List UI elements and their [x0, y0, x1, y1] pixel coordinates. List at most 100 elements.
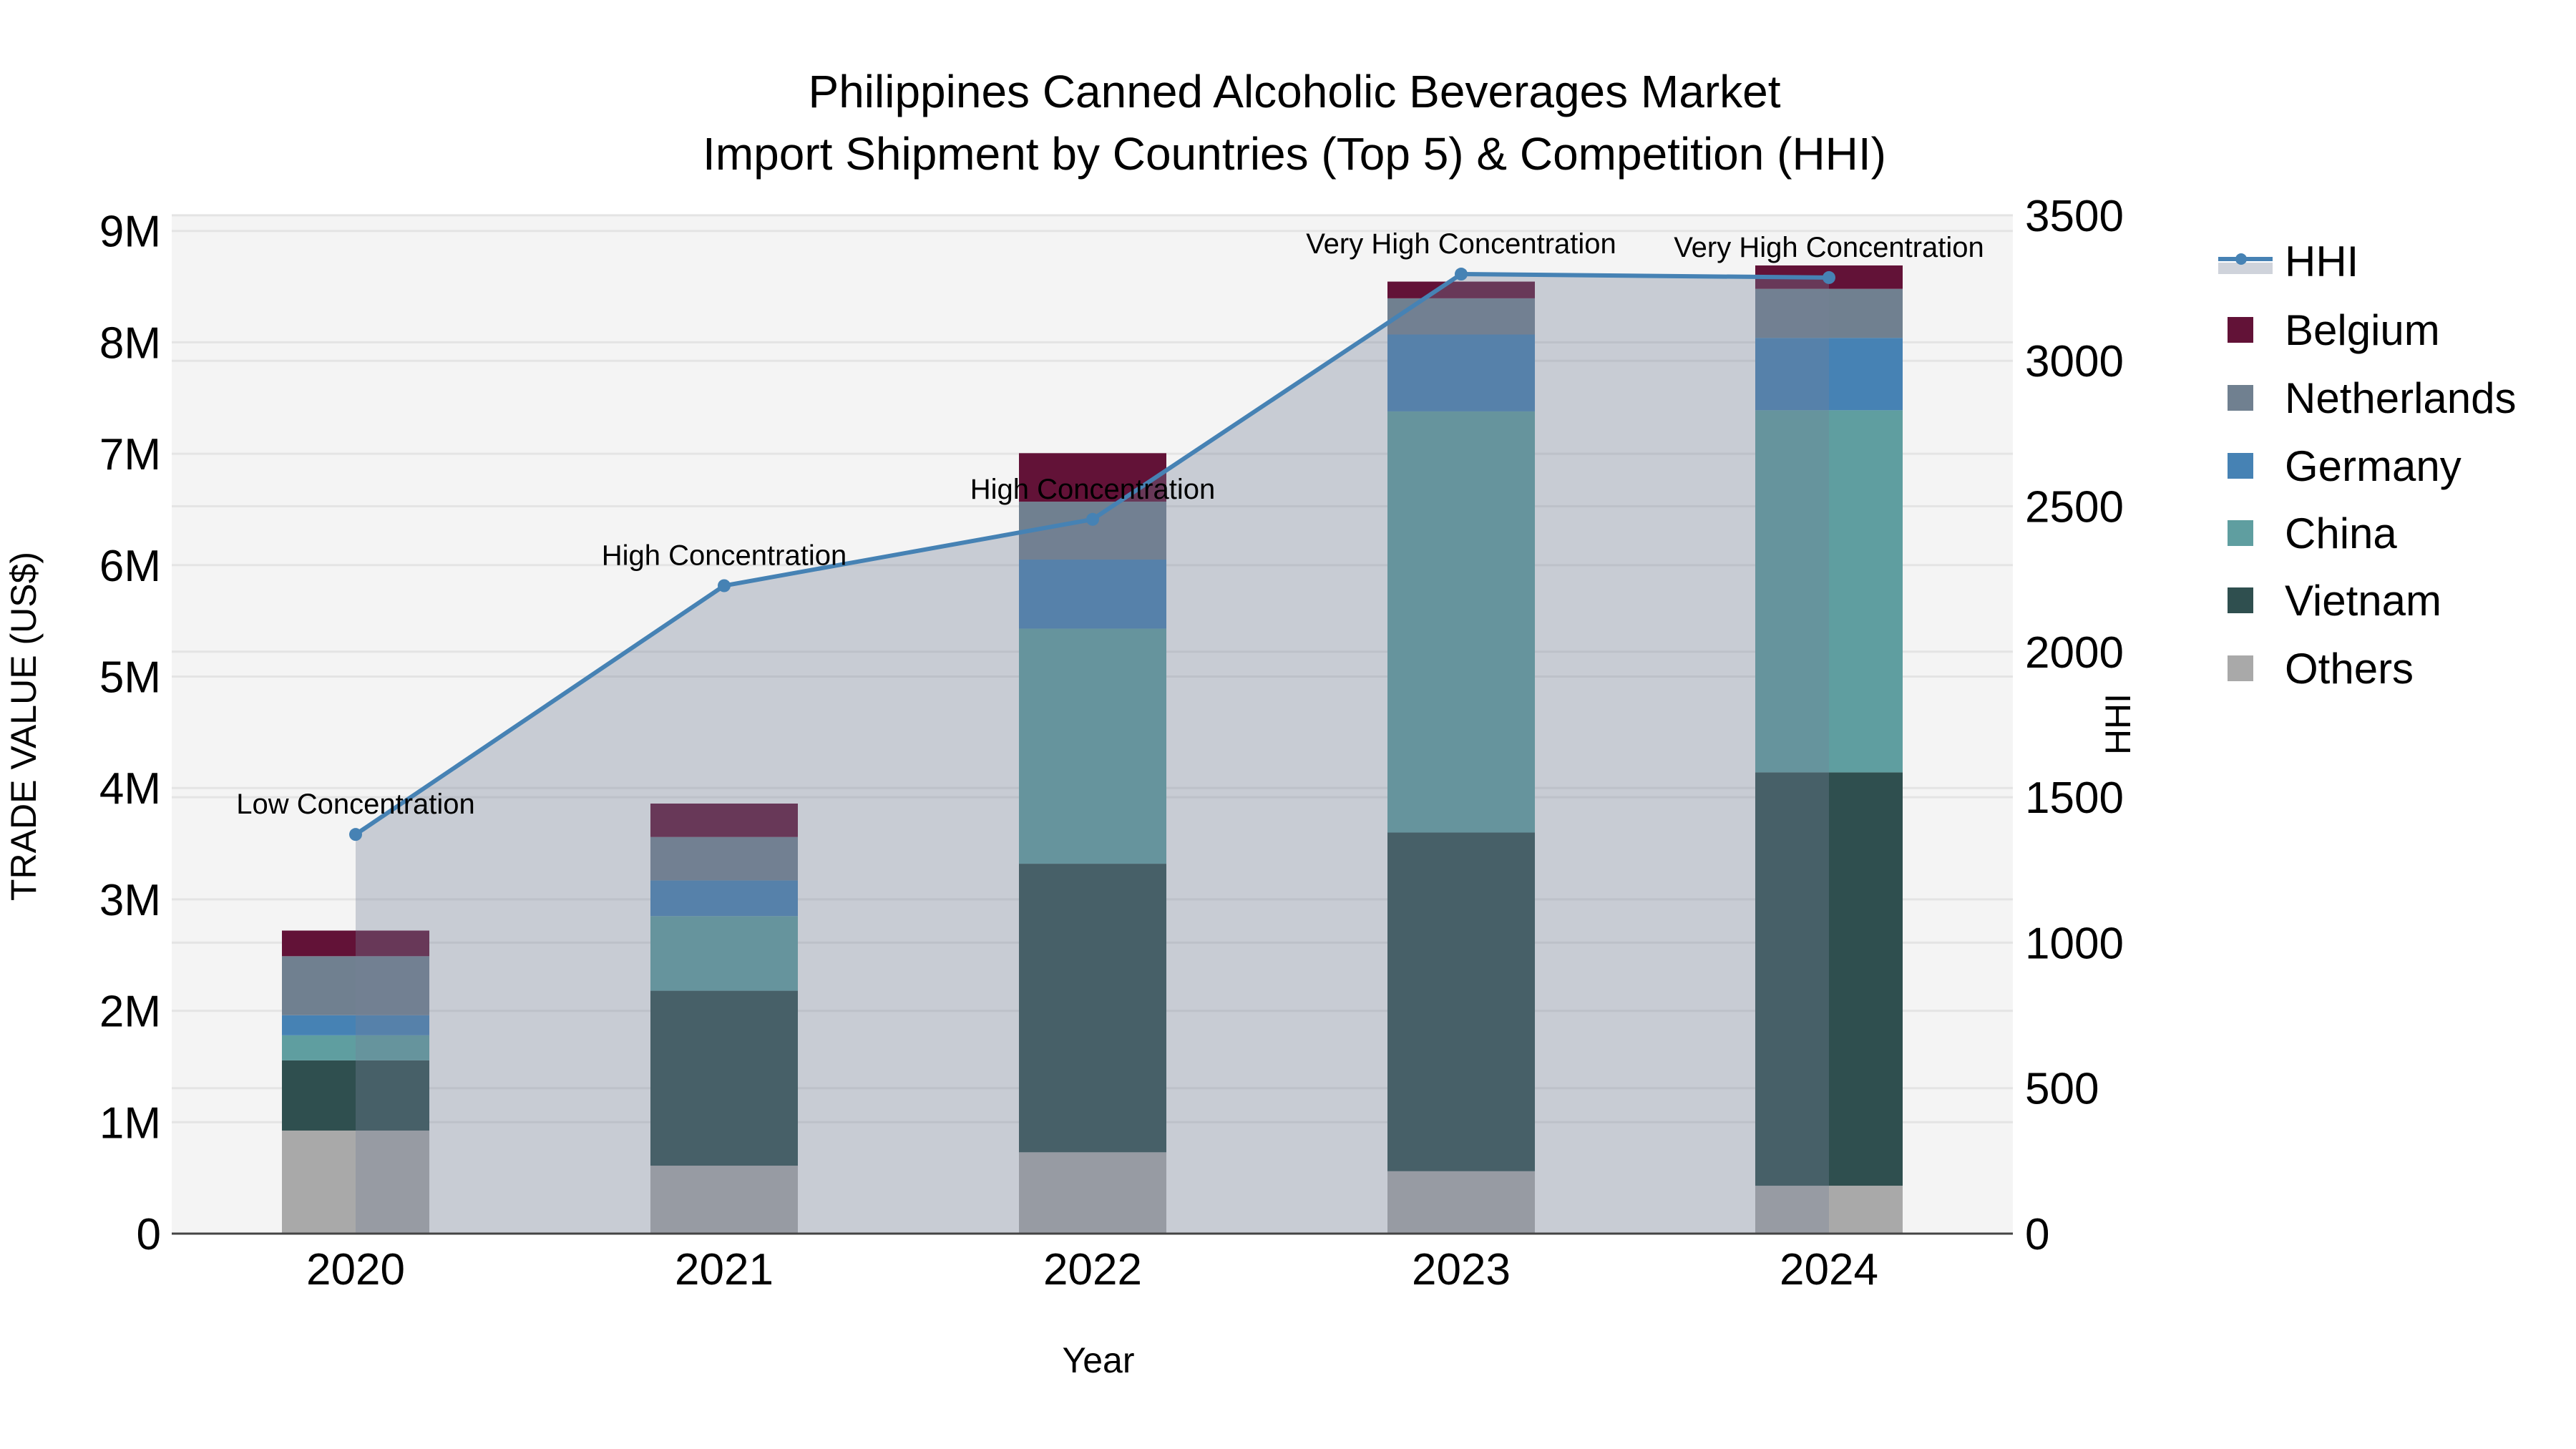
bar-segment-netherlands[interactable]: [650, 836, 798, 881]
legend-item-belgium[interactable]: Belgium: [2228, 306, 2440, 354]
bar-segment-germany[interactable]: [1387, 334, 1535, 411]
x-tick-label-2022: 2022: [1043, 1245, 1142, 1294]
bar-segment-netherlands[interactable]: [1019, 502, 1166, 560]
bar-stack-2021[interactable]: [650, 803, 798, 1234]
legend-label: HHI: [2285, 238, 2358, 286]
bar-segment-germany[interactable]: [1019, 560, 1166, 629]
legend-item-others[interactable]: Others: [2228, 645, 2414, 693]
legend-label: Netherlands: [2285, 374, 2517, 422]
legend-item-china[interactable]: China: [2228, 509, 2397, 557]
stacked-bars: [282, 265, 1903, 1234]
bar-segment-vietnam[interactable]: [282, 1060, 429, 1131]
y-right-tick-label: 500: [2025, 1065, 2099, 1114]
legend-item-netherlands[interactable]: Netherlands: [2228, 374, 2517, 422]
y-right-tick-label: 2000: [2025, 628, 2124, 678]
hhi-legend-fill-icon: [2218, 263, 2273, 274]
y-left-tick-label: 2M: [99, 987, 161, 1037]
legend-label: Others: [2285, 645, 2414, 693]
legend-swatch-icon: [2228, 317, 2253, 343]
bar-segment-belgium[interactable]: [650, 803, 798, 837]
hhi-marker-2021[interactable]: [718, 579, 731, 592]
bar-segment-germany[interactable]: [1755, 338, 1903, 411]
y-left-tick-label: 5M: [99, 653, 161, 703]
bar-segment-belgium[interactable]: [1387, 281, 1535, 298]
bar-segment-vietnam[interactable]: [1019, 864, 1166, 1153]
hhi-annotation: Very High Concentration: [1674, 232, 1984, 263]
bar-segment-netherlands[interactable]: [1755, 288, 1903, 338]
legend-label: China: [2285, 509, 2397, 557]
y-left-tick-label: 6M: [99, 542, 161, 591]
bar-segment-china[interactable]: [282, 1035, 429, 1060]
bar-stack-2024[interactable]: [1755, 265, 1903, 1234]
hhi-marker-2023[interactable]: [1455, 268, 1468, 281]
y-axis-right-title: HHI: [2098, 693, 2138, 755]
y-left-tick-label: 9M: [99, 208, 161, 257]
legend-item-vietnam[interactable]: Vietnam: [2228, 577, 2441, 625]
hhi-annotations: Low Concentration High Concentration High …: [236, 228, 1984, 820]
y-left-tick-label: 0: [137, 1210, 161, 1259]
y-right-tick-label: 2500: [2025, 483, 2124, 532]
y-right-tick-label: 0: [2025, 1210, 2049, 1259]
hhi-annotation: High Concentration: [602, 540, 847, 572]
bar-segment-china[interactable]: [1019, 628, 1166, 864]
legend-label: Germany: [2285, 442, 2462, 490]
bar-segment-germany[interactable]: [282, 1015, 429, 1035]
hhi-annotation: Low Concentration: [236, 789, 475, 820]
x-tick-label-2021: 2021: [675, 1245, 774, 1294]
legend-item-hhi[interactable]: HHI: [2218, 238, 2358, 286]
legend-swatch-icon: [2228, 385, 2253, 411]
x-tick-label-2020: 2020: [306, 1245, 405, 1294]
bar-segment-china[interactable]: [650, 916, 798, 991]
y-left-tick-label: 3M: [99, 876, 161, 925]
chart-title-line1: Philippines Canned Alcoholic Beverages M…: [809, 66, 1781, 117]
bar-segment-china[interactable]: [1755, 410, 1903, 773]
y-left-tick-label: 7M: [99, 430, 161, 479]
hhi-annotation: High Concentration: [970, 474, 1215, 505]
legend: HHI Belgium Netherlands Germany China Vietnam…: [2218, 238, 2517, 693]
bar-segment-others[interactable]: [1019, 1152, 1166, 1234]
x-tick-label-2024: 2024: [1780, 1245, 1878, 1294]
y-right-tick-label: 3500: [2025, 192, 2124, 241]
bar-stack-2023[interactable]: [1387, 281, 1535, 1234]
y-axis-right-ticks: 0 500 1000 1500 2000 2500 3000 3500: [2025, 192, 2124, 1259]
y-left-tick-label: 4M: [99, 764, 161, 814]
hhi-area-fill: [356, 274, 1829, 1234]
y-axis-left-title: TRADE VALUE (US$): [4, 552, 44, 901]
y-left-tick-label: 1M: [99, 1098, 161, 1148]
legend-item-germany[interactable]: Germany: [2228, 442, 2462, 490]
y-right-tick-label: 1500: [2025, 774, 2124, 823]
hhi-marker-2024[interactable]: [1823, 270, 1835, 284]
legend-swatch-icon: [2228, 453, 2253, 479]
bar-segment-netherlands[interactable]: [282, 956, 429, 1015]
chart-title-line2: Import Shipment by Countries (Top 5) & C…: [703, 128, 1886, 180]
bar-segment-vietnam[interactable]: [1755, 772, 1903, 1186]
legend-label: Belgium: [2285, 306, 2440, 354]
bar-segment-others[interactable]: [650, 1166, 798, 1234]
hhi-marker-2020[interactable]: [349, 828, 362, 841]
legend-label: Vietnam: [2285, 577, 2441, 625]
hhi-annotation: Very High Concentration: [1306, 228, 1616, 260]
legend-swatch-icon: [2228, 520, 2253, 546]
bar-segment-germany[interactable]: [650, 880, 798, 917]
legend-swatch-icon: [2228, 655, 2253, 681]
bar-segment-belgium[interactable]: [1019, 453, 1166, 502]
bar-stack-2020[interactable]: [282, 930, 429, 1234]
bar-segment-china[interactable]: [1387, 411, 1535, 833]
bar-segment-belgium[interactable]: [282, 930, 429, 957]
bar-segment-others[interactable]: [1755, 1186, 1903, 1234]
y-axis-left-ticks: 0 1M 2M 3M 4M 5M 6M 7M 8M 9M: [99, 208, 161, 1259]
legend-swatch-icon: [2228, 587, 2253, 613]
bar-stack-2022[interactable]: [1019, 453, 1166, 1234]
x-tick-label-2023: 2023: [1412, 1245, 1511, 1294]
y-left-tick-label: 8M: [99, 318, 161, 368]
hhi-marker-2022[interactable]: [1086, 512, 1099, 526]
hhi-legend-marker-icon: [2235, 253, 2247, 265]
bar-segment-vietnam[interactable]: [650, 990, 798, 1166]
bar-segment-vietnam[interactable]: [1387, 832, 1535, 1171]
x-axis-title: Year: [1062, 1340, 1134, 1380]
bar-segment-others[interactable]: [1387, 1171, 1535, 1234]
y-right-tick-label: 3000: [2025, 337, 2124, 386]
x-axis-ticks: 2020 2021 2022 2023 2024: [306, 1245, 1878, 1294]
bar-segment-others[interactable]: [282, 1130, 429, 1234]
